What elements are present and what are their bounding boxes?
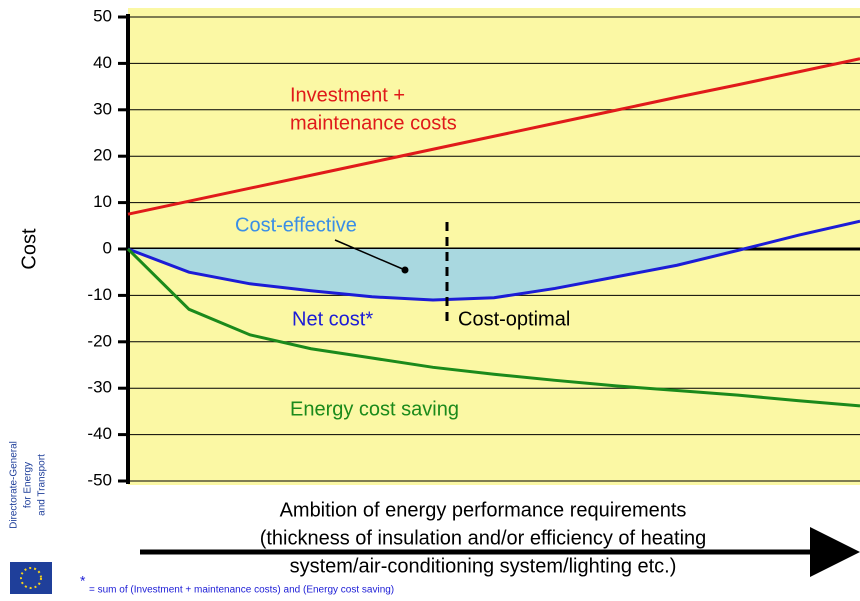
eu-logo bbox=[10, 562, 52, 594]
annotation: Energy cost saving bbox=[290, 398, 459, 420]
logo-text: and Transport bbox=[37, 454, 48, 516]
eu-stars bbox=[20, 567, 42, 589]
y-tick-label: 10 bbox=[93, 192, 112, 211]
pointer-dot bbox=[401, 266, 409, 274]
logo-text: for Energy bbox=[23, 462, 34, 508]
y-tick-label: 0 bbox=[103, 238, 112, 257]
x-axis-label: system/air-conditioning system/lighting … bbox=[290, 555, 677, 577]
y-tick-label: -50 bbox=[87, 470, 112, 489]
y-tick-label: -10 bbox=[87, 285, 112, 304]
y-axis-label: Cost bbox=[18, 228, 40, 270]
annotation: Cost-effective bbox=[235, 214, 357, 236]
x-axis-label: Ambition of energy performance requireme… bbox=[280, 499, 687, 521]
y-tick-label: 40 bbox=[93, 53, 112, 72]
annotation: maintenance costs bbox=[290, 112, 457, 134]
y-tick-label: -40 bbox=[87, 424, 112, 443]
footnote: = sum of (Investment + maintenance costs… bbox=[89, 585, 394, 596]
annotation: Net cost* bbox=[292, 308, 373, 330]
x-axis-label: (thickness of insulation and/or efficien… bbox=[260, 527, 707, 549]
series-line bbox=[127, 219, 860, 302]
footnote-star: * bbox=[80, 573, 86, 589]
y-tick-label: -30 bbox=[87, 378, 112, 397]
annotation: Investment + bbox=[290, 84, 405, 106]
y-tick-label: 20 bbox=[93, 146, 112, 165]
logo-text: Directorate-General bbox=[9, 441, 20, 529]
y-tick-label: -20 bbox=[87, 331, 112, 350]
y-tick-label: 50 bbox=[93, 6, 112, 25]
y-tick-label: 30 bbox=[93, 99, 112, 118]
series-line bbox=[127, 57, 860, 216]
series-line bbox=[126, 247, 860, 408]
annotation: Cost-optimal bbox=[458, 308, 570, 330]
plot-background bbox=[128, 8, 860, 485]
cost-effective-area bbox=[128, 249, 860, 301]
pointer-line bbox=[334, 239, 406, 271]
